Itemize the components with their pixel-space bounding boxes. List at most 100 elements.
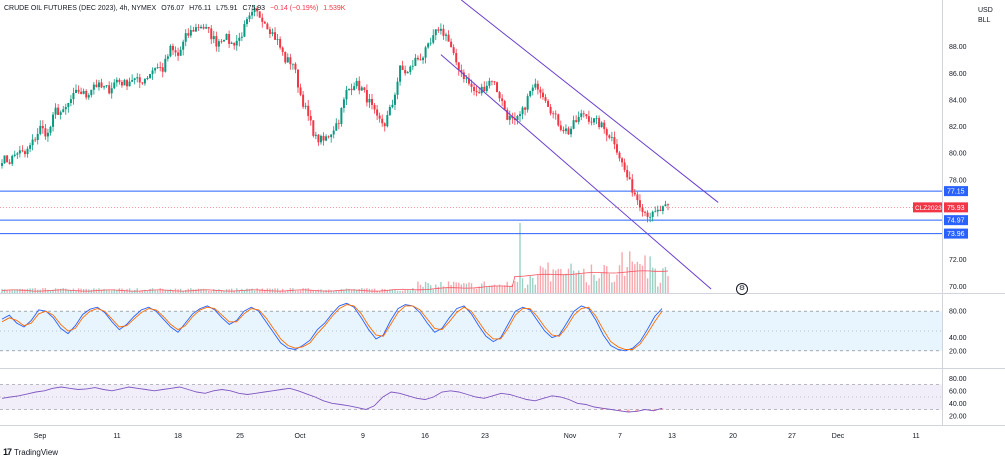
volume-bar — [460, 284, 463, 293]
rsi-tick-label: 60.00 — [949, 388, 967, 395]
candle-body — [460, 69, 463, 73]
candle-body — [41, 125, 44, 129]
candle-body — [432, 35, 435, 43]
candle-body — [434, 29, 437, 36]
candle-body — [582, 113, 585, 115]
volume-bar — [243, 289, 246, 293]
volume-bar — [639, 263, 641, 293]
candle-body — [641, 207, 644, 212]
candle-body — [536, 83, 539, 90]
volume-bar — [223, 290, 225, 293]
stochastic-line — [1, 302, 663, 352]
stochastic-tick-label: 20.00 — [949, 348, 967, 355]
candle-body — [475, 90, 478, 93]
volume-bar — [588, 285, 590, 293]
volume-bar — [19, 288, 21, 293]
volume-bar — [333, 290, 335, 293]
candle-body — [212, 36, 215, 40]
candle-body — [251, 11, 254, 16]
candle-body — [327, 136, 330, 138]
candle-body — [286, 57, 289, 63]
volume-bar — [529, 275, 531, 293]
volume-bar — [560, 268, 562, 293]
candle-body — [108, 85, 111, 94]
candle-body — [577, 116, 580, 122]
candle-body — [261, 17, 264, 22]
candle-body — [386, 115, 389, 127]
candle-body — [8, 162, 11, 164]
volume-bar — [218, 289, 220, 293]
volume-bar — [136, 288, 138, 293]
candle-body — [322, 135, 325, 141]
candle-body — [549, 106, 552, 114]
candle-body — [340, 108, 343, 125]
candle-body — [243, 24, 246, 37]
volume-bar — [664, 266, 667, 293]
volume-bar — [3, 289, 6, 293]
candle-body — [598, 118, 601, 128]
volume-bar — [572, 270, 575, 293]
candle-body — [151, 70, 154, 75]
volume-bar — [116, 290, 118, 293]
candle-body — [161, 67, 164, 72]
volume-bar — [21, 289, 24, 293]
candle-body — [245, 19, 248, 25]
volume-bar — [338, 290, 340, 293]
candle-body — [483, 86, 486, 91]
volume-bar — [486, 286, 488, 293]
volume-bar — [407, 289, 409, 293]
symbol-title[interactable]: CRUDE OIL FUTURES (DEC 2023), 4h, NYMEX — [4, 5, 157, 12]
candle-body — [422, 57, 425, 61]
candle-body — [314, 134, 317, 136]
settings-icon[interactable]: ⚙ — [736, 283, 748, 295]
candle-body — [623, 162, 626, 170]
volume-bar — [317, 289, 320, 293]
volume-bar — [378, 290, 381, 293]
candle-body — [442, 28, 445, 36]
candle-body — [455, 53, 458, 63]
time-tick-label: 23 — [481, 433, 489, 440]
volume-bar — [162, 288, 164, 293]
volume-bar — [493, 284, 496, 293]
volume-bar — [450, 284, 452, 293]
volume-bar — [210, 290, 212, 293]
volume-bar — [606, 266, 608, 293]
volume-bar — [503, 285, 506, 293]
candle-body — [521, 107, 524, 115]
candle-body — [554, 113, 557, 115]
volume-bar — [304, 288, 307, 293]
candle-body — [445, 34, 447, 36]
volume-bar — [432, 289, 434, 293]
candle-body — [337, 123, 340, 125]
candle-body — [391, 104, 394, 107]
volume-bar — [595, 280, 598, 293]
candle-body — [128, 81, 131, 87]
currency-indicator[interactable]: USD BLL — [978, 6, 993, 26]
volume-bar — [598, 278, 600, 293]
volume-bar — [103, 288, 105, 293]
candle-body — [174, 50, 177, 53]
tradingview-brand[interactable]: 17 TradingView — [3, 447, 58, 457]
currency-code: USD — [978, 7, 993, 14]
candle-body — [567, 128, 570, 135]
volume-bar — [555, 270, 557, 293]
volume-bar — [557, 268, 559, 293]
candle-body — [220, 41, 223, 43]
volume-bar — [631, 261, 633, 293]
volume-bar — [629, 251, 631, 293]
candle-body — [610, 137, 613, 138]
candle-body — [365, 90, 368, 103]
volume-bar — [264, 289, 266, 293]
volume-bar — [241, 288, 243, 293]
candle-body — [11, 155, 14, 164]
candle-body — [29, 145, 32, 149]
candle-body — [34, 139, 37, 141]
candle-body — [345, 89, 348, 100]
volume-bar — [8, 289, 11, 293]
candle-body — [187, 33, 190, 36]
candle-body — [595, 118, 598, 119]
price-tick-label: 80.00 — [949, 151, 967, 158]
candle-body — [90, 89, 93, 96]
volume-bar — [348, 288, 350, 293]
